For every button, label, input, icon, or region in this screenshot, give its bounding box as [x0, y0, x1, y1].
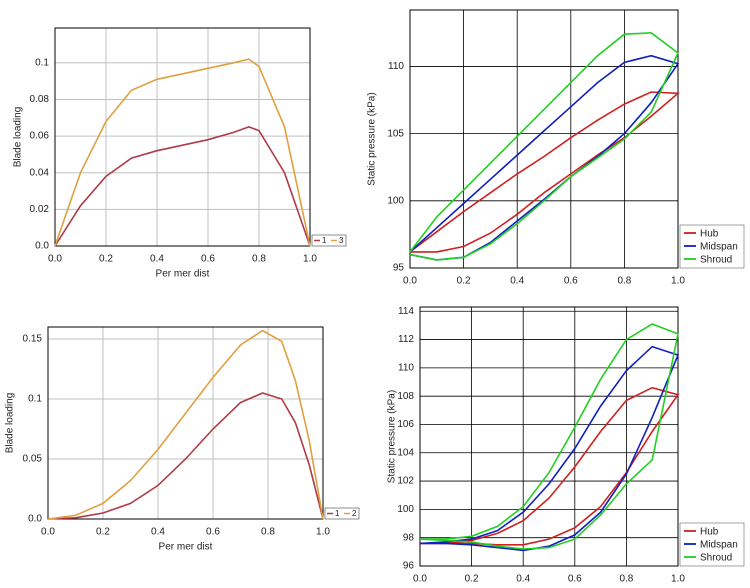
x-tick-label: 0.0: [413, 574, 427, 585]
series-line: [54, 126, 311, 247]
y-tick-label: 102: [397, 476, 414, 487]
plot-frame: [409, 9, 679, 269]
y-tick-label: 108: [397, 391, 414, 402]
x-tick-label: 0.0: [41, 527, 55, 538]
plot-frame: [47, 326, 324, 520]
y-tick-label: 0.04: [30, 167, 50, 178]
x-tick-label: 0.6: [564, 276, 578, 287]
y-tick-label: 0.1: [35, 57, 49, 68]
y-tick-label: 0.06: [30, 131, 50, 142]
y-tick-label: 0.05: [23, 454, 43, 465]
x-axis-label: Per mer dist: [156, 269, 210, 280]
y-tick-label: 105: [387, 128, 404, 139]
y-axis-label: Blade loading: [13, 107, 24, 168]
x-tick-label: 0.4: [510, 276, 524, 287]
y-axis-label: Blade loading: [5, 393, 16, 454]
legend-label: 1: [322, 236, 327, 245]
series-line: [409, 91, 681, 253]
y-tick-label: 100: [387, 195, 404, 206]
y-tick-label: 110: [388, 61, 404, 72]
x-tick-label: 0.8: [617, 276, 631, 287]
y-tick-label: 95: [393, 263, 405, 274]
y-tick-label: 0.02: [30, 204, 50, 215]
legend-label: Midspan: [700, 540, 738, 551]
y-tick-label: 0.08: [30, 94, 50, 105]
x-tick-label: 0.4: [150, 254, 164, 265]
x-tick-label: 0.4: [516, 574, 530, 585]
x-tick-label: 0.6: [568, 574, 582, 585]
x-tick-label: 0.8: [252, 254, 266, 265]
legend-label: Shroud: [700, 255, 732, 266]
series-line: [419, 323, 679, 550]
y-tick-label: 114: [398, 306, 414, 317]
x-tick-label: 1.0: [671, 276, 685, 287]
series-line: [420, 386, 680, 546]
y-tick-label: 104: [397, 447, 414, 458]
series-line: [47, 392, 324, 520]
legend-label: Midspan: [700, 242, 738, 253]
y-tick-label: 100: [397, 504, 414, 515]
x-axis-label: Per mer dist: [159, 542, 213, 553]
y-tick-label: 96: [403, 561, 415, 572]
y-axis-label: Static pressure (kPa): [387, 390, 398, 483]
y-tick-label: 112: [398, 334, 414, 345]
legend-label: 2: [352, 509, 357, 518]
x-tick-label: 0.0: [403, 276, 417, 287]
series-line: [409, 54, 680, 261]
x-tick-label: 0.0: [48, 254, 62, 265]
y-tick-label: 0.1: [28, 394, 42, 405]
x-tick-label: 1.0: [303, 254, 317, 265]
x-tick-label: 0.4: [151, 527, 165, 538]
x-tick-label: 0.2: [457, 276, 471, 287]
legend-box: [324, 507, 360, 520]
x-tick-label: 0.6: [206, 527, 220, 538]
series-line: [409, 31, 679, 261]
x-tick-label: 0.2: [96, 527, 110, 538]
x-tick-label: 0.2: [465, 574, 479, 585]
legend-label: Hub: [700, 229, 719, 240]
series-line: [54, 58, 311, 247]
x-tick-label: 0.2: [99, 254, 113, 265]
y-tick-label: 106: [397, 419, 414, 430]
series-line: [419, 345, 680, 552]
legend-label: 3: [339, 236, 344, 245]
y-tick-label: 0.0: [35, 241, 49, 252]
y-tick-label: 0.15: [23, 334, 43, 345]
legend-label: Hub: [700, 527, 719, 538]
x-tick-label: 0.8: [261, 527, 275, 538]
y-axis-label: Static pressure (kPa): [367, 92, 378, 185]
x-tick-label: 1.0: [316, 527, 330, 538]
plot-frame: [419, 306, 679, 567]
plot-frame: [54, 27, 311, 247]
legend-box: [311, 234, 347, 247]
y-tick-label: 110: [398, 362, 414, 373]
x-tick-label: 1.0: [671, 574, 685, 585]
y-tick-label: 0.0: [28, 514, 42, 525]
x-tick-label: 0.6: [201, 254, 215, 265]
legend-label: 1: [335, 509, 340, 518]
legend-label: Shroud: [700, 553, 732, 564]
y-tick-label: 98: [403, 532, 415, 543]
x-tick-label: 0.8: [619, 574, 633, 585]
series-line: [47, 329, 324, 520]
